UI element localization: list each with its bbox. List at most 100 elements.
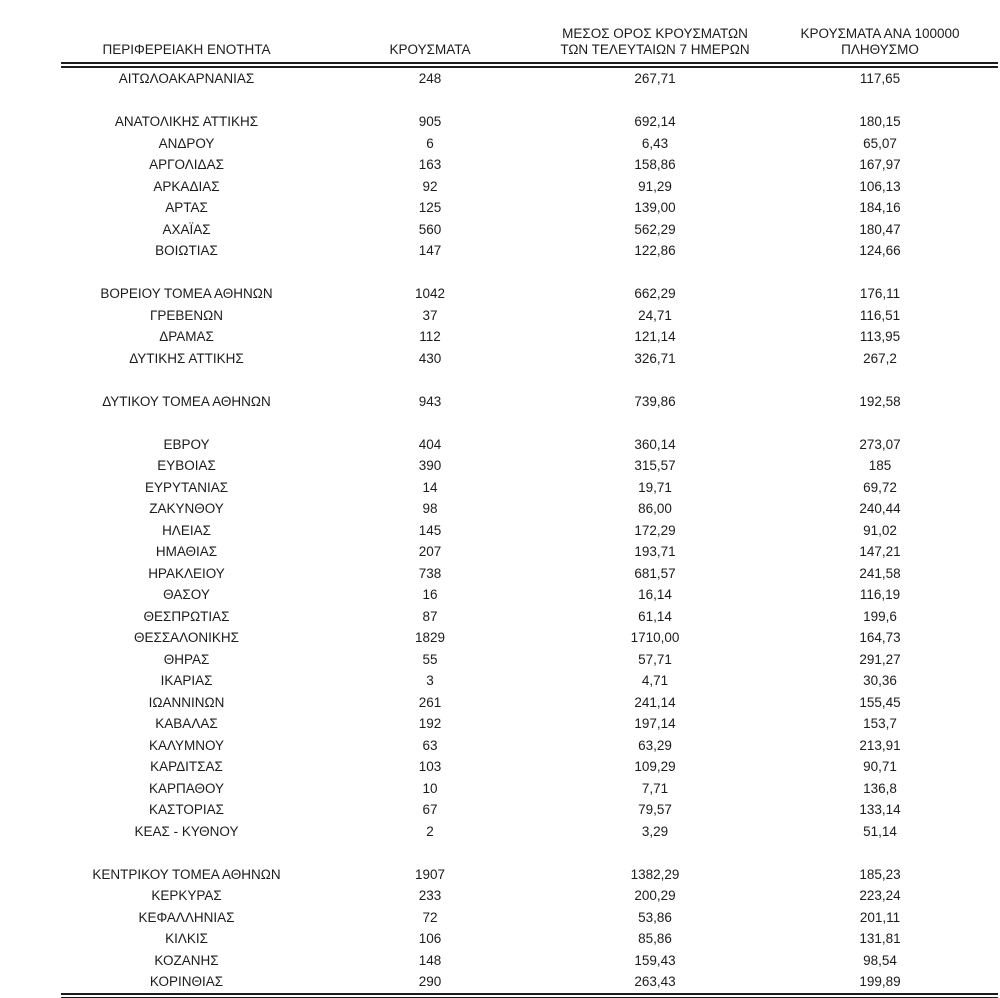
cell-avg7: 267,71: [634, 71, 676, 86]
table-row: ΑΡΤΑΣ 125 139,00 184,16: [61, 197, 998, 219]
table-row: ΘΕΣΣΑΛΟΝΙΚΗΣ 1829 1710,00 164,73: [61, 627, 998, 649]
cell-per100k: 98,54: [863, 952, 897, 968]
table-body: ΑΙΤΩΛΟΑΚΑΡΝΑΝΙΑΣ 248 267,71 117,65 ΑΝΑΤΟΛΙΚΗ…: [61, 65, 998, 996]
cell-avg7: 16,14: [638, 587, 672, 602]
cell-avg7: 53,86: [638, 909, 672, 925]
cell-region: ΔΥΤΙΚΟΥ ΤΟΜΕΑ ΑΘΗΝΩΝ: [102, 393, 271, 409]
cell-cases: 404: [418, 436, 442, 452]
col-header-region-label: ΠΕΡΙΦΕΡΕΙΑΚΗ ΕΝΟΤΗΤΑ: [102, 42, 271, 57]
cell-region: ΚΕΝΤΡΙΚΟΥ ΤΟΜΕΑ ΑΘΗΝΩΝ: [92, 866, 281, 882]
cell-cases: 192: [418, 716, 442, 731]
col-header-per100k: ΚΡΟΥΣΜΑΤΑ ΑΝΑ 100000 ΠΛΗΘΥΣΜΟ: [762, 0, 998, 68]
cell-region: ΘΕΣΣΑΛΟΝΙΚΗΣ: [133, 630, 240, 645]
cell-per100k: 192,58: [859, 393, 901, 409]
table-row: ΙΩΑΝΝΙΝΩΝ 261 241,14 155,45: [61, 692, 998, 714]
col-header-avg7: ΜΕΣΟΣ ΟΡΟΣ ΚΡΟΥΣΜΑΤΩΝ ΤΩΝ ΤΕΛΕΥΤΑΙΩΝ 7 Η…: [548, 0, 762, 68]
table-row: ΔΥΤΙΚΗΣ ΑΤΤΙΚΗΣ 430 326,71 267,2: [61, 348, 998, 370]
cell-per100k: 155,45: [859, 694, 901, 710]
cell-cases: 145: [418, 522, 442, 538]
cell-per100k: 213,91: [859, 737, 901, 753]
cell-cases: 2: [426, 823, 434, 839]
cell-region: ΗΡΑΚΛΕΙΟΥ: [148, 565, 225, 581]
table-row: ΑΡΓΟΛΙΔΑΣ 163 158,86 167,97: [61, 154, 998, 176]
cell-region: ΚΑΛΥΜΝΟΥ: [148, 737, 225, 753]
cell-region: ΚΑΒΑΛΑΣ: [155, 716, 218, 731]
cell-avg7: 121,14: [634, 329, 676, 344]
cell-avg7: 200,29: [634, 888, 676, 903]
cell-avg7: 241,14: [634, 694, 676, 710]
cell-per100k: 133,14: [859, 802, 901, 817]
cell-avg7: 158,86: [634, 157, 676, 172]
spacer-cell: [61, 842, 998, 864]
spacer-cell: [61, 90, 998, 112]
cell-cases: 98: [422, 501, 438, 516]
table-row: ΓΡΕΒΕΝΩΝ 37 24,71 116,51: [61, 305, 998, 327]
spacer-cell: [61, 262, 998, 284]
cell-cases: 560: [418, 221, 442, 237]
cell-cases: 738: [418, 565, 442, 581]
cell-region: ΚΑΡΔΙΤΣΑΣ: [150, 759, 223, 774]
table-row: ΗΛΕΙΑΣ 145 172,29 91,02: [61, 520, 998, 542]
cell-region: ΒΟΙΩΤΙΑΣ: [155, 243, 218, 258]
cell-per100k: 90,71: [863, 759, 897, 774]
cell-cases: 106: [418, 931, 442, 946]
table-row: ΗΡΑΚΛΕΙΟΥ 738 681,57 241,58: [61, 563, 998, 585]
cell-avg7: 139,00: [634, 200, 676, 215]
cell-per100k: 117,65: [859, 71, 901, 86]
cell-region: ΚΑΡΠΑΘΟΥ: [148, 780, 225, 796]
cell-avg7: 315,57: [634, 458, 676, 473]
cell-avg7: 7,71: [641, 780, 669, 796]
col-header-per100k-label-line1: ΚΡΟΥΣΜΑΤΑ ΑΝΑ 100000: [800, 26, 960, 41]
col-header-avg7-label-line2: ΤΩΝ ΤΕΛΕΥΤΑΙΩΝ 7 ΗΜΕΡΩΝ: [560, 42, 750, 57]
cell-region: ΑΡΓΟΛΙΔΑΣ: [149, 157, 224, 172]
cell-region: ΘΕΣΠΡΩΤΙΑΣ: [143, 608, 230, 624]
cell-region: ΓΡΕΒΕΝΩΝ: [149, 307, 224, 323]
table-row: ΘΕΣΠΡΩΤΙΑΣ 87 61,14 199,6: [61, 606, 998, 628]
cell-per100k: 30,36: [863, 673, 897, 688]
table-row: ΚΙΛΚΙΣ 106 85,86 131,81: [61, 928, 998, 950]
cell-region: ΗΜΑΘΙΑΣ: [155, 544, 218, 559]
cell-per100k: 136,8: [863, 780, 897, 796]
cell-cases: 390: [418, 458, 442, 473]
cell-region: ΖΑΚΥΝΘΟΥ: [149, 501, 224, 516]
cell-region: ΑΡΤΑΣ: [165, 200, 208, 215]
table-row: ΑΙΤΩΛΟΑΚΑΡΝΑΝΙΑΣ 248 267,71 117,65: [61, 65, 998, 90]
table-row: ΑΝΑΤΟΛΙΚΗΣ ΑΤΤΙΚΗΣ 905 692,14 180,15: [61, 111, 998, 133]
cell-cases: 290: [418, 974, 442, 989]
spacer-row: [61, 369, 998, 391]
cell-per100k: 267,2: [863, 350, 897, 366]
cell-avg7: 172,29: [634, 522, 676, 538]
table-row: ΘΑΣΟΥ 16 16,14 116,19: [61, 584, 998, 606]
cell-per100k: 291,27: [859, 651, 901, 667]
col-header-avg7-label-line1: ΜΕΣΟΣ ΟΡΟΣ ΚΡΟΥΣΜΑΤΩΝ: [562, 26, 748, 41]
cell-region: ΑΝΔΡΟΥ: [158, 135, 215, 151]
cell-avg7: 61,14: [638, 608, 672, 624]
cell-per100k: 51,14: [863, 823, 897, 839]
cell-avg7: 109,29: [634, 759, 676, 774]
table-row: ΕΒΡΟΥ 404 360,14 273,07: [61, 434, 998, 456]
cell-per100k: 223,24: [859, 888, 901, 903]
table-row: ΑΝΔΡΟΥ 6 6,43 65,07: [61, 133, 998, 155]
table-header: ΠΕΡΙΦΕΡΕΙΑΚΗ ΕΝΟΤΗΤΑ ΚΡΟΥΣΜΑΤΑ ΜΕΣΟΣ ΟΡΟ…: [61, 0, 998, 68]
cell-region: ΚΑΣΤΟΡΙΑΣ: [149, 802, 224, 817]
cell-region: ΑΡΚΑΔΙΑΣ: [153, 178, 220, 194]
cell-region: ΚΟΡΙΝΘΙΑΣ: [149, 974, 224, 989]
cell-region: ΚΙΛΚΙΣ: [165, 931, 208, 946]
table-row: ΕΥΡΥΤΑΝΙΑΣ 14 19,71 69,72: [61, 477, 998, 499]
cell-avg7: 562,29: [634, 221, 676, 237]
cell-per100k: 153,7: [863, 716, 897, 731]
cell-cases: 905: [418, 114, 442, 129]
table-row: ΚΕΑΣ - ΚΥΘΝΟΥ 2 3,29 51,14: [61, 821, 998, 843]
spacer-cell: [61, 369, 998, 391]
cell-region: ΒΟΡΕΙΟΥ ΤΟΜΕΑ ΑΘΗΝΩΝ: [100, 286, 273, 301]
cell-cases: 6: [426, 135, 434, 151]
spacer-row: [61, 90, 998, 112]
cell-per100k: 124,66: [859, 243, 901, 258]
table-row: ΔΡΑΜΑΣ 112 121,14 113,95: [61, 326, 998, 348]
cell-cases: 87: [422, 608, 438, 624]
cell-cases: 1907: [414, 866, 446, 882]
cell-per100k: 167,97: [859, 157, 901, 172]
col-header-region: ΠΕΡΙΦΕΡΕΙΑΚΗ ΕΝΟΤΗΤΑ: [61, 0, 312, 68]
cell-cases: 103: [418, 759, 442, 774]
cell-per100k: 180,47: [859, 221, 901, 237]
